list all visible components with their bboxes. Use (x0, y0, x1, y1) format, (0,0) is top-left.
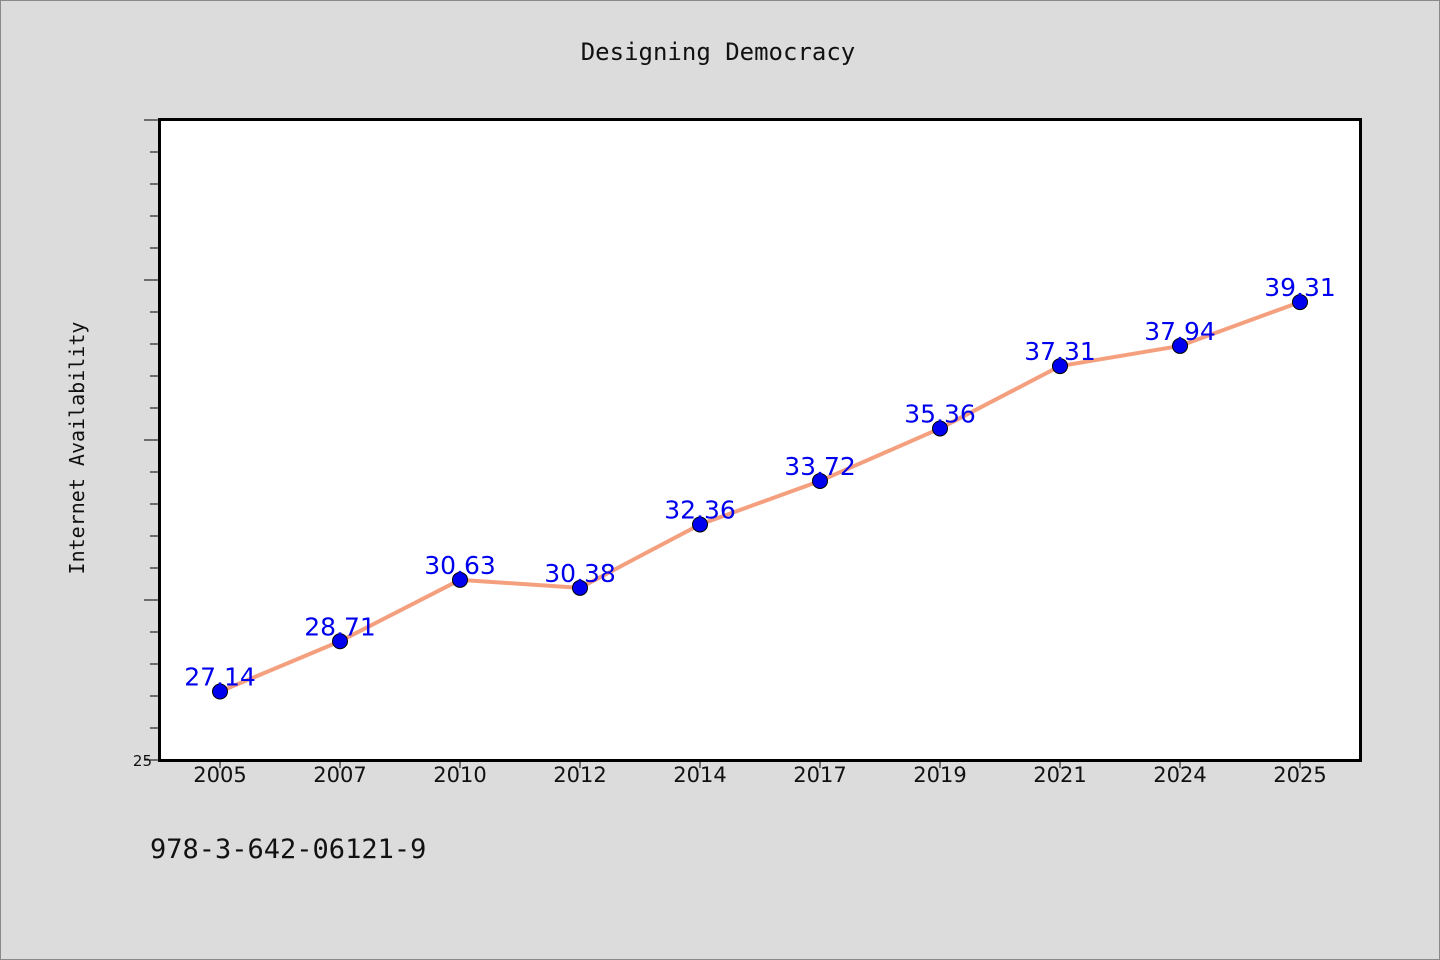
data-label: 37.31 (1024, 337, 1096, 366)
x-tick-label: 2007 (313, 763, 366, 787)
plot-area (158, 118, 1362, 762)
x-tick-label: 2014 (673, 763, 726, 787)
x-tick-label: 2019 (913, 763, 966, 787)
data-point (1172, 337, 1188, 354)
x-tick-label: 2010 (433, 763, 486, 787)
data-label: 39.31 (1264, 273, 1336, 302)
series-layer: 27.14 28.71 30.63 30.38 32.36 33.72 35.36 37.31… (184, 273, 1336, 700)
isbn-caption: 978-3-642-06121-9 (150, 834, 427, 865)
x-tick-label: 2021 (1033, 763, 1086, 787)
data-point (932, 420, 948, 437)
y-axis-ticks: 25 (133, 119, 158, 770)
data-point (692, 516, 708, 533)
series-line (218, 300, 1302, 694)
data-label: 27.14 (184, 663, 256, 692)
data-point (212, 683, 228, 700)
data-label: 33.72 (784, 452, 856, 481)
chart-title: Designing Democracy (581, 38, 856, 66)
x-tick-label: 2017 (793, 763, 846, 787)
y-axis-label: Internet Availability (65, 322, 89, 575)
data-point (332, 633, 348, 650)
x-tick-label: 2025 (1273, 763, 1326, 787)
data-label: 30.63 (424, 551, 496, 580)
data-label: 30.38 (544, 559, 616, 588)
data-point (1292, 294, 1308, 311)
data-label: 37.94 (1144, 317, 1216, 346)
data-point (812, 472, 828, 489)
data-label: 28.71 (304, 612, 376, 641)
x-tick-label: 2024 (1153, 763, 1206, 787)
data-label: 32.36 (664, 495, 736, 524)
data-point (572, 579, 588, 596)
x-tick-label: 2005 (193, 763, 246, 787)
data-point (1052, 358, 1068, 375)
x-axis-ticks: 2005 2007 2010 2012 2014 2017 2019 2021 2024 2025 (193, 761, 1327, 787)
x-tick-label: 2012 (553, 763, 606, 787)
y-tick-label: 25 (133, 752, 152, 770)
data-point (452, 571, 468, 588)
data-label: 35.36 (904, 399, 976, 428)
